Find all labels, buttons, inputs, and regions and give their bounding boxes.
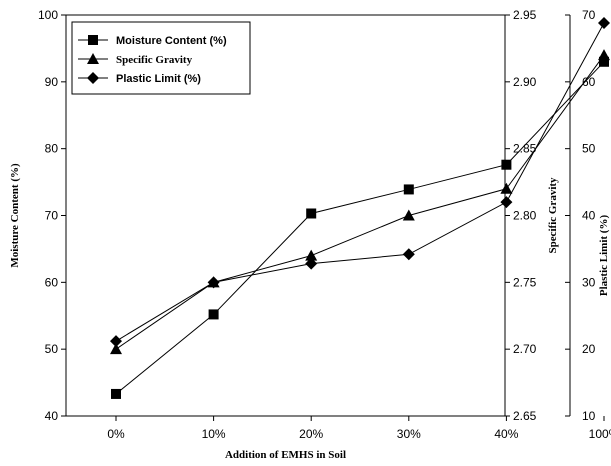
right-axis-tick-label-specific-gravity: 2.80 — [513, 209, 537, 223]
data-point — [207, 276, 220, 289]
series-line — [115, 54, 605, 350]
data-point — [402, 248, 415, 261]
right-axis-tick-label-specific-gravity: 2.75 — [513, 275, 537, 289]
left-axis-tick-label: 40 — [45, 409, 59, 423]
series-line — [115, 61, 605, 395]
data-point — [110, 335, 122, 348]
legend-marker-triangle — [87, 53, 99, 64]
data-point — [305, 257, 318, 270]
left-axis-tick-label: 70 — [45, 209, 59, 223]
legend-label: Specific Gravity — [116, 54, 193, 66]
x-axis-title: Addition of EMHS in Soil — [225, 449, 346, 461]
x-axis-tick-label: 40% — [494, 427, 518, 441]
left-axis-tick-label: 50 — [45, 342, 59, 356]
right-axis-tick-label-specific-gravity: 2.65 — [513, 409, 537, 423]
series-square — [111, 56, 609, 399]
legend-label: Plastic Limit (%) — [116, 73, 201, 85]
left-axis-tick-label: 60 — [45, 275, 59, 289]
right-axis-tick-label-plastic-limit: 50 — [582, 142, 596, 156]
legend: Moisture Content (%) Specific Gravity Plas… — [71, 21, 251, 95]
legend-marker-square — [88, 35, 98, 45]
x-axis-tick-label: 10% — [202, 427, 226, 441]
data-point — [305, 249, 318, 261]
legend-box — [71, 21, 251, 95]
left-axis-title: Moisture Content (%) — [9, 163, 21, 268]
x-axis-tick-label: 100% — [589, 427, 611, 441]
series-diamond — [110, 17, 610, 348]
right-axis-tick-label-plastic-limit: 40 — [582, 209, 596, 223]
data-point — [402, 209, 415, 221]
right-axis-tick-label-plastic-limit: 30 — [582, 275, 596, 289]
axes: 4050607080901002.652.702.752.802.852.902… — [38, 8, 611, 441]
data-point — [598, 49, 610, 61]
right-axis-tick-label-plastic-limit: 60 — [582, 75, 596, 89]
right-axis-tick-label-specific-gravity: 2.95 — [513, 8, 537, 22]
data-point — [306, 208, 317, 219]
data-point — [110, 343, 122, 355]
data-point — [501, 159, 512, 170]
left-axis-tick-label: 100 — [38, 8, 58, 22]
right-axis-tick-label-specific-gravity: 2.70 — [513, 342, 537, 356]
data-point — [598, 17, 610, 29]
legend-marker-diamond — [87, 72, 99, 84]
right-axis-title-plastic-limit: Plastic Limit (%) — [598, 215, 610, 297]
data-point — [208, 309, 219, 320]
data-point — [500, 182, 513, 194]
right-axis-tick-label-plastic-limit: 70 — [582, 8, 596, 22]
left-axis-tick-label: 90 — [45, 75, 59, 89]
series-line — [115, 22, 605, 342]
right-axis-tick-label-plastic-limit: 20 — [582, 342, 596, 356]
data-point — [111, 388, 121, 399]
series-triangle — [110, 49, 610, 355]
legend-label: Moisture Content (%) — [116, 35, 227, 47]
left-axis-tick-label: 80 — [45, 142, 59, 156]
data-point — [500, 196, 513, 209]
x-axis-tick-label: 30% — [397, 427, 421, 441]
series-layer — [110, 17, 610, 399]
right-axis-tick-label-specific-gravity: 2.90 — [513, 75, 537, 89]
x-axis-tick-label: 0% — [107, 427, 125, 441]
data-point — [403, 184, 414, 195]
data-point — [599, 56, 609, 67]
x-axis-tick-label: 20% — [299, 427, 323, 441]
right-axis-title-specific-gravity: Specific Gravity — [547, 177, 559, 254]
right-axis-tick-label-plastic-limit: 10 — [582, 409, 596, 423]
